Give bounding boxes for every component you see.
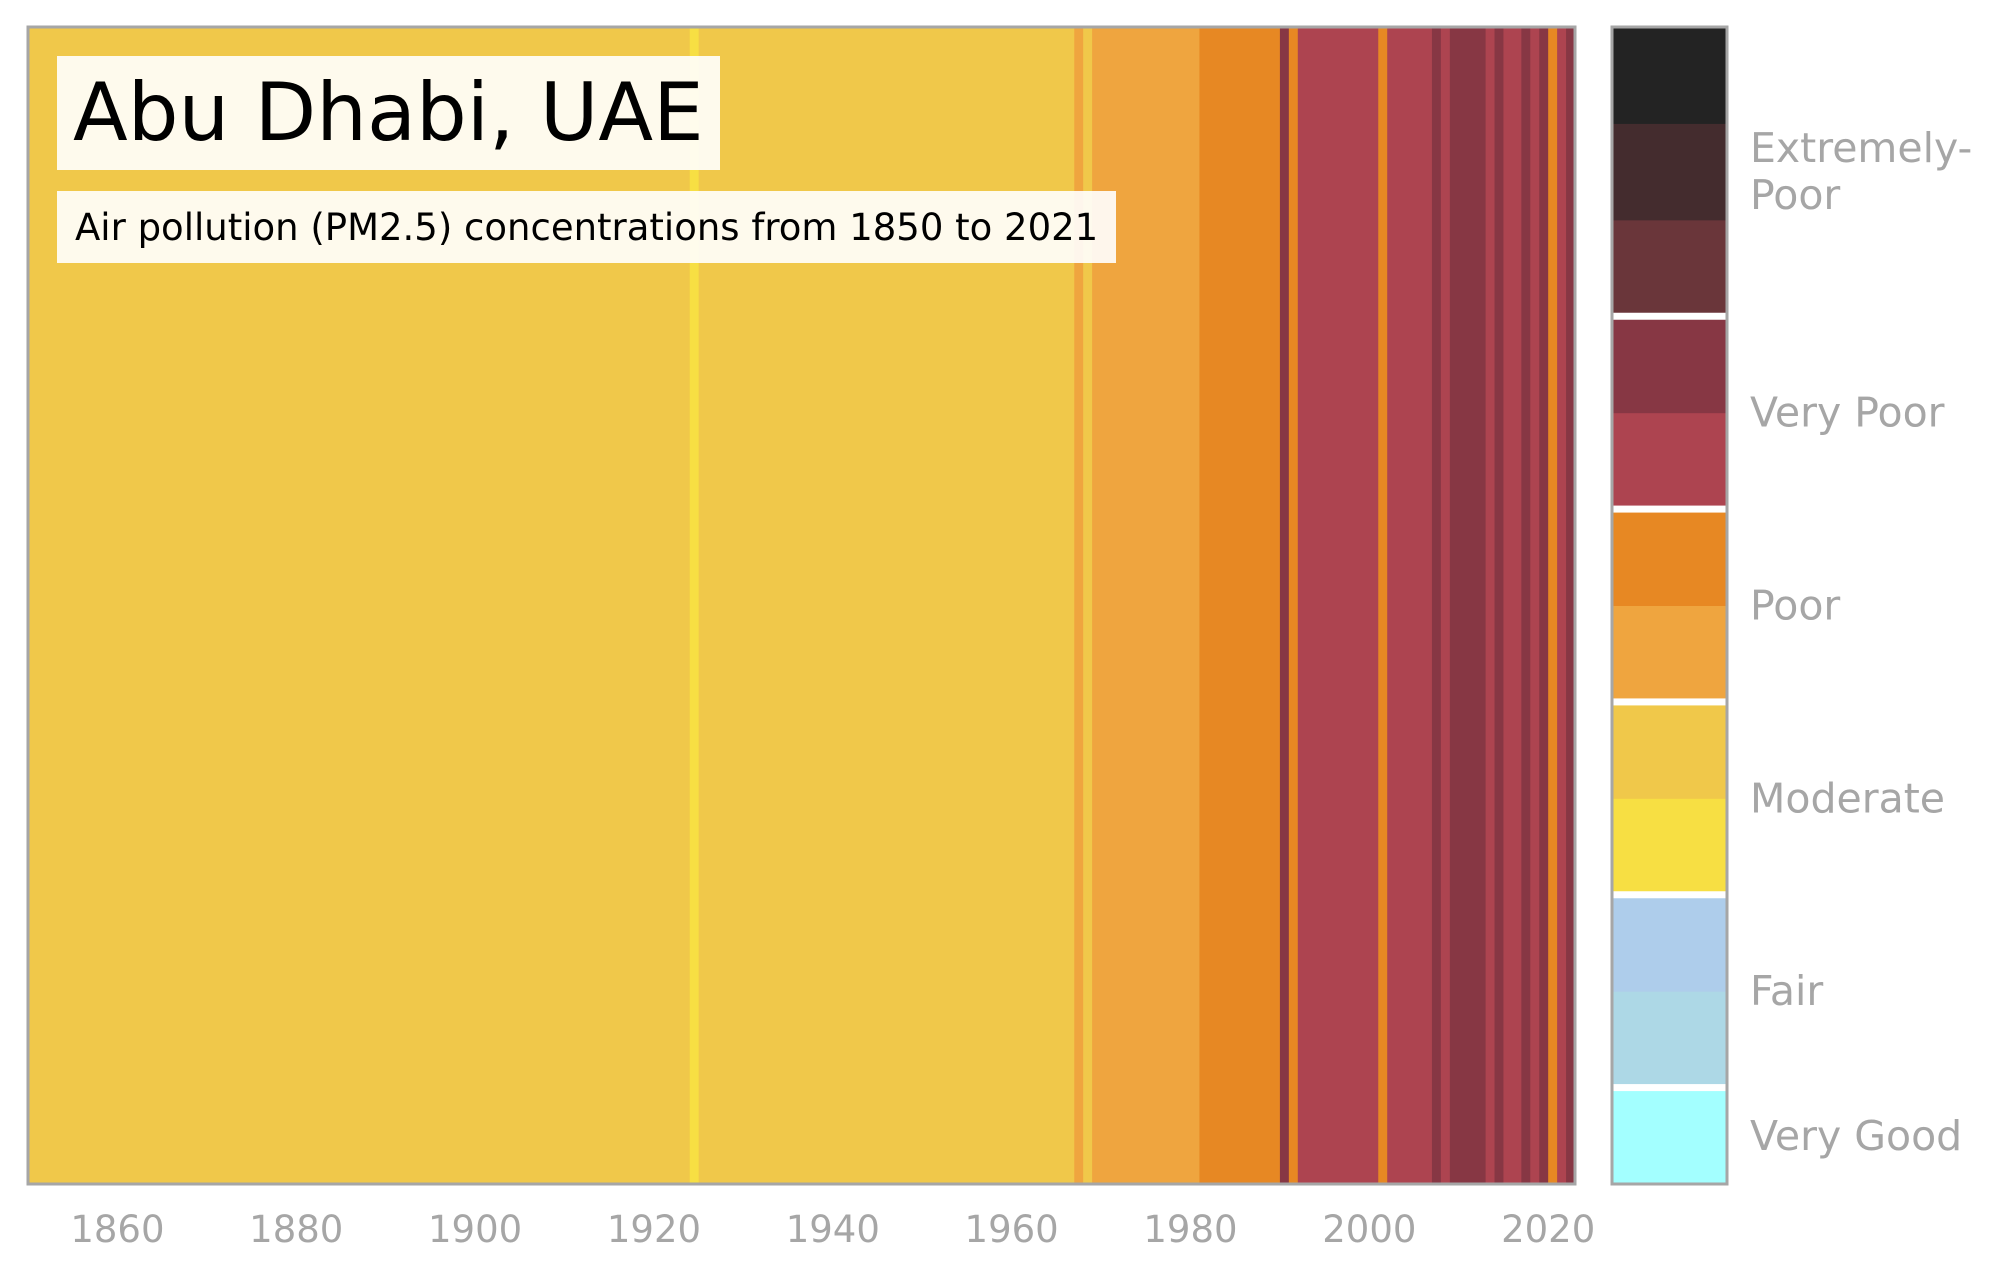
stripe-1981 (1199, 27, 1281, 1184)
stripe-1924 (689, 27, 700, 1184)
colorbar-segment-poor-2 (1612, 509, 1727, 606)
stripe-2022 (1566, 27, 1576, 1184)
colorbar-labels: Very Good Fair Moderate Poor Very Poor Extrem… (1750, 124, 1972, 1160)
colorbar-segment-poor-1 (1612, 605, 1727, 703)
stripe-2001 (1378, 27, 1388, 1184)
stripe-2002 (1387, 27, 1433, 1184)
stripe-1992 (1297, 27, 1379, 1184)
colorbar-segment-moderate-1 (1612, 798, 1727, 896)
colorbar-label-0: Very Good (1750, 1112, 1962, 1160)
stripe-2021 (1557, 27, 1567, 1184)
stripe-1991 (1288, 27, 1299, 1184)
colorbar-separator (1612, 698, 1727, 706)
colorbar (1612, 27, 1727, 1185)
chart-subtitle: Air pollution (PM2.5) concentrations fro… (75, 205, 1099, 249)
stripe-2014 (1494, 27, 1505, 1184)
x-tick-label-2000: 2000 (1322, 1208, 1416, 1251)
colorbar-segment-very-poor-2 (1612, 316, 1727, 414)
x-tick-label-1920: 1920 (607, 1208, 701, 1251)
colorbar-separator (1612, 1084, 1727, 1092)
stripe-2019 (1539, 27, 1549, 1184)
colorbar-segment-extremely-poor-3 (1612, 27, 1727, 124)
stripe-1967 (1074, 27, 1084, 1184)
colorbar-segment-moderate-2 (1612, 701, 1727, 799)
stripe-2007 (1431, 27, 1442, 1184)
x-axis-ticks: 1860 1880 1900 1920 1940 1960 1980 2000 2020 (70, 1208, 1595, 1251)
x-tick-label-1880: 1880 (249, 1208, 343, 1251)
stripe-2008 (1440, 27, 1451, 1184)
stripe-2013 (1485, 27, 1496, 1184)
title-box: Abu Dhabi, UAE (57, 56, 720, 170)
colorbar-segment-very-poor-1 (1612, 412, 1727, 510)
colorbar-segment-extremely-poor-2 (1612, 123, 1727, 221)
x-tick-label-1860: 1860 (70, 1208, 164, 1251)
colorbar-segment-very-good-2 (1612, 1087, 1727, 1185)
x-tick-label-2020: 2020 (1501, 1208, 1595, 1251)
colorbar-segment-fair-2 (1612, 894, 1727, 992)
x-tick-label-1940: 1940 (786, 1208, 880, 1251)
stripe-2018 (1530, 27, 1540, 1184)
stripe-2017 (1521, 27, 1531, 1184)
x-tick-label-1960: 1960 (965, 1208, 1059, 1251)
colorbar-frame (1610, 25, 1729, 1186)
colorbar-label-3: Poor (1750, 582, 1840, 630)
colorbar-label-5: Extremely-Poor (1750, 124, 1972, 219)
colorbar-label-2: Moderate (1750, 774, 1945, 822)
stripe-2009 (1449, 27, 1487, 1184)
colorbar-label-1: Fair (1750, 967, 1823, 1015)
colorbar-label-4: Very Poor (1750, 389, 1945, 437)
colorbar-segment-fair-1 (1612, 991, 1727, 1089)
stripe-2015 (1503, 27, 1522, 1184)
stripe-2020 (1548, 27, 1558, 1184)
x-tick-label-1980: 1980 (1143, 1208, 1237, 1251)
colorbar-segment-extremely-poor-1 (1612, 219, 1727, 317)
x-tick-label-1900: 1900 (428, 1208, 522, 1251)
colorbar-separator (1612, 312, 1727, 320)
colorbar-separator (1612, 505, 1727, 513)
subtitle-box: Air pollution (PM2.5) concentrations fro… (57, 191, 1117, 263)
chart-title: Abu Dhabi, UAE (73, 66, 704, 159)
plot-frame (26, 25, 1577, 1186)
stripe-1990 (1279, 27, 1290, 1184)
colorbar-separator (1612, 891, 1727, 899)
stripe-1968 (1083, 27, 1093, 1184)
